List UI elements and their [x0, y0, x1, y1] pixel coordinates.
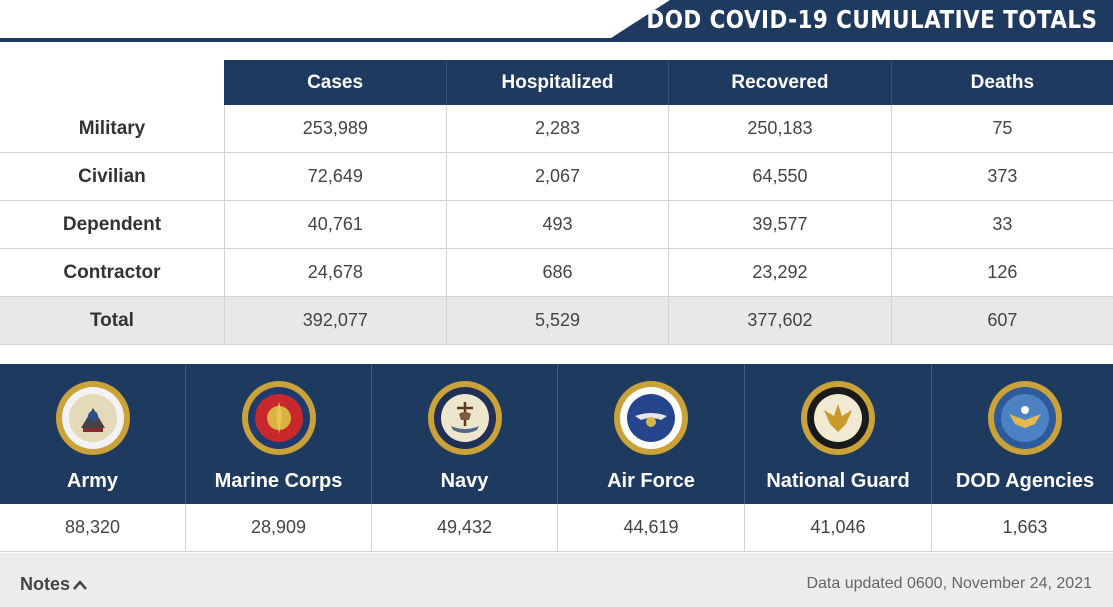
row-label: Military — [0, 105, 225, 153]
national-guard-seal-icon — [801, 381, 875, 455]
chevron-up-icon — [73, 580, 87, 591]
table-cell: 250,183 — [668, 105, 892, 153]
table-cell: 686 — [445, 248, 669, 297]
corner-cell — [0, 60, 225, 105]
table-cell: 40,761 — [223, 200, 447, 249]
table-header-row: Cases Hospitalized Recovered Deaths — [0, 60, 1113, 105]
row-label: Contractor — [0, 248, 225, 297]
dod-seal-icon — [988, 381, 1062, 455]
notes-toggle[interactable]: Notes — [20, 574, 88, 595]
branch-name: Marine Corps — [214, 470, 343, 492]
branch-national-guard: National Guard — [745, 364, 932, 504]
branch-navy: Navy — [372, 364, 558, 504]
total-row: Total 392,077 5,529 377,602 607 — [0, 296, 1113, 345]
table-cell: 377,602 — [668, 296, 892, 345]
branch-air-force: Air Force — [558, 364, 745, 504]
table-cell: 5,529 — [445, 296, 669, 345]
table-cell: 392,077 — [223, 296, 447, 345]
table-cell: 2,283 — [445, 105, 669, 153]
row-label: Total — [0, 296, 225, 345]
notes-label: Notes — [20, 574, 71, 594]
branch-marine-corps: Marine Corps — [186, 364, 372, 504]
table-cell: 493 — [445, 200, 669, 249]
table-cell: 64,550 — [668, 152, 892, 201]
table-cell: 72,649 — [223, 152, 447, 201]
table-cell: 23,292 — [668, 248, 892, 297]
row-label: Dependent — [0, 200, 225, 249]
branch-dod-agencies: DOD Agencies — [932, 364, 1113, 504]
branch-values-row: 88,320 28,909 49,432 44,619 41,046 1,663 — [0, 504, 1113, 552]
last-updated: Data updated 0600, November 24, 2021 — [806, 575, 1092, 592]
table-row: Civilian 72,649 2,067 64,550 373 — [0, 152, 1113, 201]
header-rule — [0, 38, 1113, 42]
table-row: Contractor 24,678 686 23,292 126 — [0, 248, 1113, 297]
branch-name: Air Force — [607, 470, 695, 492]
branch-army: Army — [0, 364, 186, 504]
branch-value-navy: 49,432 — [372, 504, 558, 552]
column-header-hospitalized: Hospitalized — [446, 60, 670, 105]
branch-breakdown: Army Marine Corps Navy — [0, 364, 1113, 552]
branch-header-row: Army Marine Corps Navy — [0, 364, 1113, 504]
navy-seal-icon — [427, 381, 502, 455]
table-cell: 75 — [890, 105, 1113, 153]
totals-table: Cases Hospitalized Recovered Deaths Mili… — [0, 60, 1113, 345]
row-label: Civilian — [0, 152, 225, 201]
table-cell: 33 — [890, 200, 1113, 249]
table-cell: 373 — [890, 152, 1113, 201]
air-force-seal-icon — [614, 381, 688, 455]
table-row: Dependent 40,761 493 39,577 33 — [0, 200, 1113, 249]
table-cell: 607 — [890, 296, 1113, 345]
table-cell: 253,989 — [223, 105, 447, 153]
branch-name: Army — [66, 470, 119, 492]
branch-value-air-force: 44,619 — [558, 504, 745, 552]
branch-name: Navy — [440, 470, 489, 492]
column-header-cases: Cases — [224, 60, 447, 105]
header: DOD COVID-19 CUMULATIVE TOTALS — [0, 0, 1113, 44]
table-cell: 126 — [890, 248, 1113, 297]
branch-value-army: 88,320 — [0, 504, 186, 552]
branch-name: National Guard — [766, 470, 910, 492]
branch-value-marine-corps: 28,909 — [186, 504, 372, 552]
column-header-deaths: Deaths — [891, 60, 1113, 105]
table-cell: 2,067 — [445, 152, 669, 201]
branch-name: DOD Agencies — [955, 470, 1095, 492]
army-seal-icon — [55, 381, 130, 455]
table-cell: 39,577 — [668, 200, 892, 249]
marine-corps-seal-icon — [241, 381, 316, 455]
branch-value-national-guard: 41,046 — [745, 504, 932, 552]
footer: Notes Data updated 0600, November 24, 20… — [0, 553, 1113, 607]
branch-value-dod-agencies: 1,663 — [932, 504, 1113, 552]
page-title: DOD COVID-19 CUMULATIVE TOTALS — [645, 5, 1097, 34]
table-row: Military 253,989 2,283 250,183 75 — [0, 105, 1113, 153]
table-cell: 24,678 — [223, 248, 447, 297]
column-header-recovered: Recovered — [668, 60, 892, 105]
header-banner: DOD COVID-19 CUMULATIVE TOTALS — [608, 0, 1113, 40]
